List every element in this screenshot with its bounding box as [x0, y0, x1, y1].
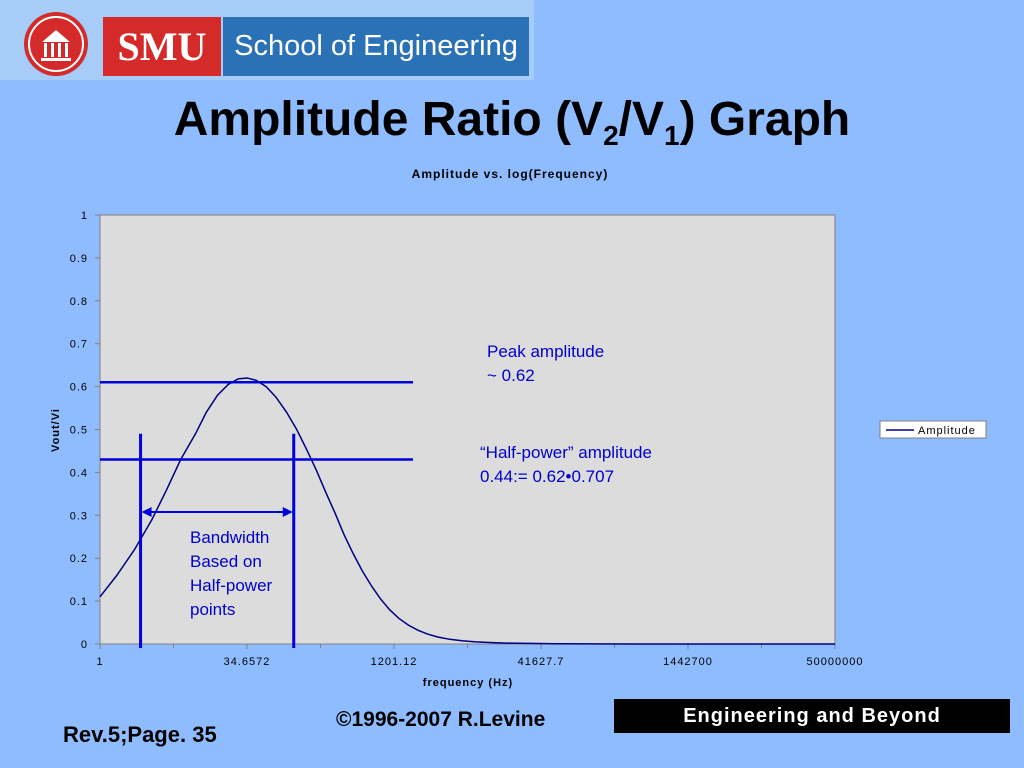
y-tick-label: 0.5: [70, 425, 88, 437]
title-subscript-2: 2: [603, 120, 619, 151]
chart-title: Amplitude vs. log(Frequency): [412, 167, 609, 181]
peak-note-line: ~ 0.62: [487, 366, 535, 385]
y-axis-label: Vout/Vi: [50, 408, 62, 452]
title-subscript-1: 1: [664, 120, 680, 151]
bandwidth-arrow-head-right: [282, 507, 293, 517]
y-tick-label: 0.2: [70, 553, 88, 565]
series-line-amplitude: [99, 377, 835, 645]
x-tick-label: 41627.7: [518, 656, 565, 668]
title-main: Amplitude Ratio (V: [173, 93, 604, 146]
bandwidth-note-line: Based on: [190, 552, 262, 571]
y-tick-label: 0.4: [70, 467, 88, 479]
half-power-note-line: 0.44:= 0.62•0.707: [480, 467, 615, 486]
y-tick-label: 1: [81, 210, 88, 222]
y-tick-label: 0.9: [70, 253, 88, 265]
y-tick-label: 0.7: [70, 339, 88, 351]
bandwidth-note-line: Bandwidth: [190, 528, 270, 547]
bandwidth-note-line: Half-power: [190, 576, 273, 595]
half-power-note: “Half-power” amplitude 0.44:= 0.62•0.707: [480, 441, 652, 489]
x-axis-label: frequency (Hz): [423, 677, 513, 689]
logo-bar: SMU School of Engineering: [0, 0, 534, 80]
tagline-banner: Engineering and Beyond: [614, 699, 1010, 733]
y-tick-label: 0.3: [70, 510, 88, 522]
y-axis: 0 0.1 0.2 0.3 0.4 0.5 0.6 0.7 0.8 0.9 1: [70, 210, 100, 651]
x-tick-label: 34.6572: [224, 656, 271, 668]
y-tick-label: 0.6: [70, 382, 88, 394]
peak-note-line: Peak amplitude: [487, 342, 605, 361]
title-end: ) Graph: [679, 93, 851, 146]
slide-title: Amplitude Ratio (V2/V1) Graph: [0, 92, 1024, 152]
smu-seal-icon: [24, 12, 88, 76]
smu-logo-text: SMU: [103, 17, 221, 76]
page-number: Rev.5;Page. 35: [63, 722, 217, 747]
title-mid: /V: [618, 93, 664, 146]
school-name: School of Engineering: [223, 17, 529, 76]
x-tick-label: 1201.12: [371, 656, 418, 668]
bandwidth-note-line: points: [190, 600, 236, 619]
y-tick-label: 0.8: [70, 296, 88, 308]
x-tick-label: 1: [96, 656, 103, 668]
peak-note: Peak amplitude ~ 0.62: [487, 340, 604, 388]
copyright: ©1996-2007 R.Levine: [336, 708, 546, 731]
y-tick-label: 0.1: [70, 596, 88, 608]
legend-box: [879, 420, 987, 439]
chart-markup: [100, 381, 414, 648]
legend-label: Amplitude: [918, 425, 976, 437]
y-tick-label: 0: [81, 639, 88, 651]
legend: Amplitude: [879, 420, 987, 439]
x-tick-label: 1442700: [663, 656, 713, 668]
x-tick-label: 50000000: [807, 656, 864, 668]
x-axis: 1 34.6572 1201.12 41627.7 1442700 50000000: [96, 644, 864, 668]
bandwidth-note: Bandwidth Based on Half-power points: [190, 526, 272, 622]
half-power-note-line: “Half-power” amplitude: [480, 443, 652, 462]
plot-area: [99, 214, 836, 645]
bandwidth-arrow-head-left: [141, 507, 152, 517]
